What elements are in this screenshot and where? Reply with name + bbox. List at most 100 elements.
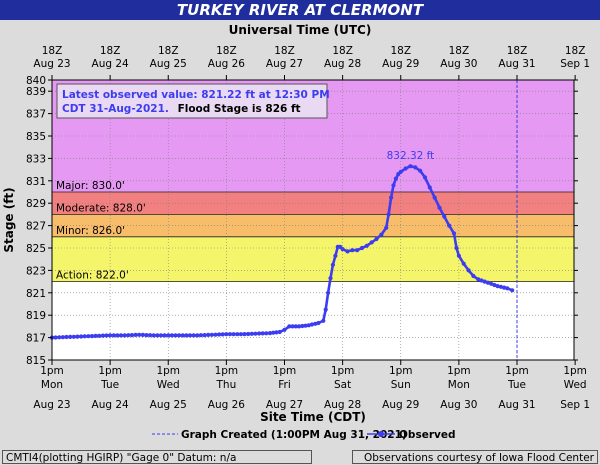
observed-point bbox=[53, 335, 58, 340]
flood-band-label-major: Major: 830.0' bbox=[56, 180, 125, 192]
y-tick-label: 839 bbox=[26, 86, 46, 98]
top-x-tick-date: Aug 23 bbox=[33, 58, 70, 70]
top-x-tick-time: 18Z bbox=[42, 45, 63, 57]
observed-point bbox=[162, 333, 167, 338]
observed-point bbox=[155, 333, 160, 338]
observed-point bbox=[115, 333, 120, 338]
y-tick-label: 827 bbox=[26, 221, 46, 233]
observed-point bbox=[505, 286, 510, 291]
bottom-x-tick-day: Sun bbox=[391, 379, 411, 391]
bottom-x-tick-time: 1pm bbox=[215, 365, 239, 377]
top-x-tick-date: Aug 30 bbox=[440, 58, 477, 70]
bottom-x-tick-time: 1pm bbox=[40, 365, 64, 377]
bottom-x-tick-time: 1pm bbox=[156, 365, 180, 377]
observed-point bbox=[100, 333, 105, 338]
top-x-tick-date: Sep 1 bbox=[560, 58, 590, 70]
observed-point bbox=[86, 334, 91, 339]
y-tick-label: 823 bbox=[26, 265, 46, 277]
observed-point bbox=[369, 240, 374, 245]
observed-point bbox=[282, 327, 287, 332]
observed-point bbox=[403, 166, 408, 171]
observed-point bbox=[309, 322, 314, 327]
top-x-tick-time: 18Z bbox=[274, 45, 295, 57]
top-x-tick-time: 18Z bbox=[158, 45, 179, 57]
top-x-tick-time: 18Z bbox=[332, 45, 353, 57]
observed-point bbox=[104, 333, 109, 338]
observed-point bbox=[422, 175, 428, 180]
y-tick-label: 835 bbox=[26, 131, 46, 143]
observed-point bbox=[166, 333, 171, 338]
bottom-x-tick-day: Wed bbox=[564, 379, 587, 391]
bottom-x-tick-date: Aug 25 bbox=[150, 399, 187, 411]
observed-point bbox=[476, 277, 481, 282]
bottom-x-tick-date: Aug 28 bbox=[324, 399, 361, 411]
observed-point bbox=[97, 333, 102, 338]
observed-point bbox=[202, 333, 207, 338]
observed-point bbox=[330, 262, 335, 267]
svg-text:CDT 31-Aug-2021. Flood S: CDT 31-Aug-2021. Flood Stage is 826 ft bbox=[62, 103, 301, 115]
observed-point bbox=[224, 332, 229, 337]
observed-point bbox=[277, 329, 282, 335]
observed-point bbox=[206, 332, 211, 337]
y-tick-label: 819 bbox=[26, 310, 46, 322]
observed-point bbox=[249, 331, 254, 336]
y-tick-label: 831 bbox=[26, 176, 46, 188]
observed-point bbox=[111, 333, 116, 338]
observed-point bbox=[108, 333, 113, 338]
observed-point bbox=[137, 332, 142, 337]
observed-point bbox=[287, 324, 292, 329]
observed-point bbox=[498, 284, 503, 289]
top-x-tick-time: 18Z bbox=[507, 45, 528, 57]
observed-point bbox=[391, 183, 396, 188]
observed-point bbox=[328, 276, 333, 281]
observed-point bbox=[140, 332, 145, 337]
observed-point bbox=[482, 279, 487, 284]
observed-point bbox=[242, 332, 247, 337]
observed-point bbox=[187, 333, 193, 338]
observed-point bbox=[93, 333, 98, 338]
observed-point bbox=[264, 331, 269, 336]
bottom-x-tick-day: Sat bbox=[334, 379, 351, 391]
observed-point bbox=[257, 331, 262, 336]
top-x-tick-time: 18Z bbox=[216, 45, 237, 57]
observed-point bbox=[492, 282, 497, 288]
footer-gauge-info: CMTI4(plotting HGIRP) "Gage 0" Datum: n/… bbox=[2, 450, 312, 464]
observed-point bbox=[213, 332, 218, 337]
observed-point bbox=[510, 288, 515, 293]
observed-point bbox=[151, 333, 156, 338]
legend: Graph Created (1:00PM Aug 31, 2021) Obse… bbox=[152, 429, 455, 441]
observed-point bbox=[191, 333, 196, 338]
bottom-axis-title: Site Time (CDT) bbox=[260, 410, 366, 424]
observed-point bbox=[413, 165, 418, 170]
y-tick-label: 829 bbox=[26, 198, 46, 210]
y-axis-title: Stage (ft) bbox=[2, 187, 16, 252]
bottom-x-tick-day: Thu bbox=[216, 379, 237, 391]
observed-point bbox=[461, 261, 466, 266]
flood-band-label-minor: Minor: 826.0' bbox=[56, 225, 125, 237]
bottom-x-tick-time: 1pm bbox=[505, 365, 529, 377]
observed-point bbox=[158, 333, 164, 338]
legend-created-label: Graph Created (1:00PM Aug 31, 2021) bbox=[181, 429, 407, 441]
observed-point bbox=[300, 323, 305, 329]
observed-point bbox=[293, 324, 298, 329]
observed-point bbox=[290, 324, 295, 329]
observed-point bbox=[235, 332, 240, 337]
observed-point bbox=[313, 321, 318, 326]
bottom-x-tick-day: Tue bbox=[507, 379, 526, 391]
observed-point bbox=[129, 333, 134, 338]
observed-point bbox=[485, 280, 490, 285]
y-tick-label: 815 bbox=[26, 355, 46, 367]
observed-point bbox=[418, 168, 423, 173]
observed-point bbox=[260, 331, 265, 336]
observed-point bbox=[184, 333, 189, 338]
bottom-x-tick-day: Wed bbox=[157, 379, 180, 391]
flood-band-label-moderate: Moderate: 828.0' bbox=[56, 202, 146, 214]
top-x-tick-date: Aug 29 bbox=[382, 58, 419, 70]
bottom-x-tick-date: Aug 29 bbox=[382, 399, 419, 411]
y-tick-label: 825 bbox=[26, 243, 46, 255]
observed-point bbox=[303, 323, 308, 328]
observed-point bbox=[466, 268, 471, 273]
observed-point bbox=[144, 333, 149, 338]
observed-point bbox=[173, 333, 178, 338]
